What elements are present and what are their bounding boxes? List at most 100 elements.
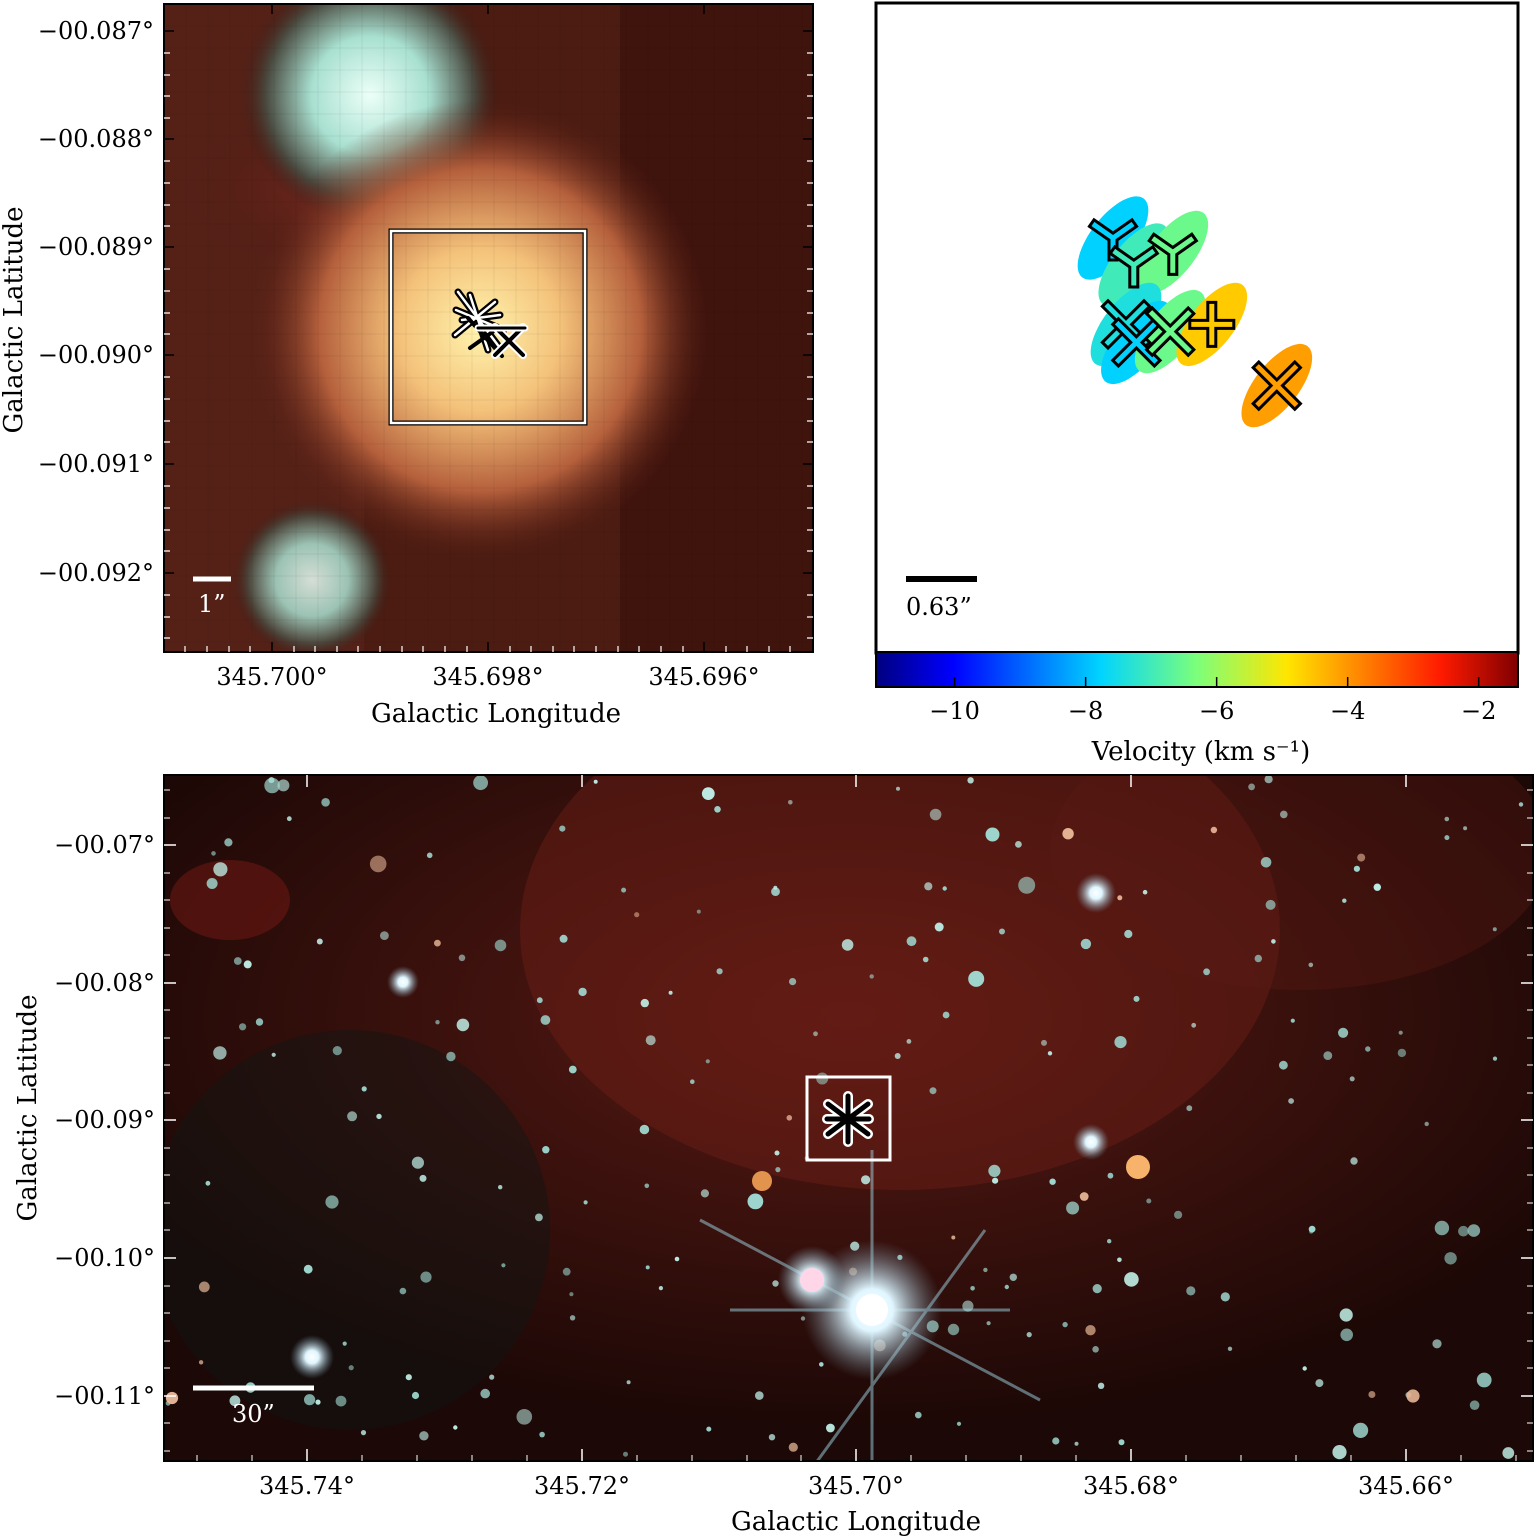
zoom-ytick-label: −00.090°: [38, 341, 154, 369]
star: [786, 1115, 793, 1121]
star: [1227, 1346, 1233, 1352]
colorbar-ticks: −10 −8 −6 −4 −2: [929, 677, 1496, 725]
star: [489, 1374, 495, 1380]
star: [458, 954, 466, 962]
star: [360, 1430, 367, 1436]
star: [700, 1189, 710, 1198]
star: [1518, 802, 1524, 807]
star: [1280, 810, 1288, 819]
star: [1124, 929, 1133, 939]
star: [861, 1175, 871, 1185]
star: [165, 1391, 179, 1405]
star: [999, 928, 1005, 935]
star: [1066, 1201, 1080, 1215]
star: [788, 1442, 798, 1452]
star: [906, 1039, 912, 1044]
zoom-xlabel: Galactic Longitude: [371, 699, 621, 729]
star: [303, 1264, 313, 1274]
wide-ylabel: Galactic Latitude: [13, 995, 43, 1222]
star: [419, 1174, 427, 1182]
star: [1279, 1060, 1288, 1070]
star: [869, 974, 874, 979]
star: [304, 1394, 316, 1406]
star: [1191, 1022, 1197, 1028]
star: [348, 1365, 354, 1371]
star: [826, 1423, 835, 1433]
star: [951, 1235, 956, 1240]
colorbar-label: Velocity (km s⁻¹): [1091, 737, 1310, 767]
zoom-scalebar-label: 1”: [198, 590, 226, 618]
wide-xlabel: Galactic Longitude: [731, 1507, 981, 1537]
star: [674, 1256, 680, 1262]
star: [906, 936, 917, 947]
star: [701, 787, 715, 800]
star: [1476, 1372, 1492, 1388]
star: [1434, 1220, 1450, 1236]
star: [426, 852, 433, 859]
star: [968, 970, 985, 987]
star: [1062, 1321, 1068, 1328]
wide-scalebar-label: 30”: [232, 1400, 275, 1428]
star: [1049, 1178, 1056, 1185]
star: [626, 1380, 631, 1385]
star: [645, 1265, 650, 1270]
star: [1424, 1121, 1429, 1127]
star: [696, 909, 701, 914]
star: [985, 827, 1000, 842]
star: [559, 934, 568, 943]
star: [286, 816, 292, 822]
star: [988, 1164, 1001, 1177]
star: [771, 887, 780, 896]
star: [929, 808, 942, 821]
star: [213, 1046, 227, 1060]
star: [229, 1395, 241, 1407]
star: [224, 838, 233, 847]
star: [1271, 939, 1276, 944]
star: [894, 1053, 901, 1059]
star: [924, 882, 933, 891]
star: [1210, 826, 1218, 834]
star: [623, 1451, 628, 1457]
star: [480, 1388, 491, 1399]
star: [569, 1315, 576, 1321]
star: [419, 1431, 429, 1441]
star: [264, 777, 280, 794]
star: [1074, 1441, 1079, 1446]
star: [986, 1321, 991, 1326]
star: [1133, 995, 1140, 1002]
star: [501, 1263, 506, 1268]
star: [411, 1391, 420, 1400]
star: [716, 968, 723, 975]
zoom-ytick-label: −00.088°: [38, 125, 154, 153]
star: [347, 1111, 358, 1122]
star: [1203, 968, 1210, 976]
star: [1357, 853, 1366, 862]
star: [1502, 1447, 1515, 1459]
star: [789, 978, 797, 986]
maser-spot-marker: [1108, 244, 1160, 289]
star: [1397, 1048, 1407, 1058]
star: [640, 998, 649, 1008]
zoom-panel: 1” 345.700° 345.698° 345.696° −00.087° −…: [0, 3, 814, 729]
maser-scalebar-label: 0.63”: [906, 593, 972, 621]
wide-ytick-label: −00.11°: [54, 1382, 155, 1410]
star: [315, 1399, 321, 1405]
star: [956, 1421, 962, 1426]
star: [970, 1286, 975, 1291]
star: [583, 1200, 588, 1205]
star: [1085, 1325, 1096, 1336]
wide-xtick-label: 345.72°: [534, 1472, 630, 1500]
zoom-ytick-label: −00.089°: [38, 233, 154, 261]
star: [1398, 1030, 1403, 1035]
wide-minor-ticks: [164, 789, 1533, 1461]
star: [1248, 783, 1255, 791]
star: [1368, 1391, 1376, 1398]
star: [332, 1046, 342, 1056]
star: [706, 1426, 712, 1432]
wide-xtick-label: 345.68°: [1083, 1472, 1179, 1500]
wide-xtick-label: 345.66°: [1358, 1472, 1454, 1500]
star: [773, 885, 778, 890]
star: [569, 1292, 574, 1297]
star: [768, 1434, 776, 1441]
star: [929, 1087, 937, 1095]
